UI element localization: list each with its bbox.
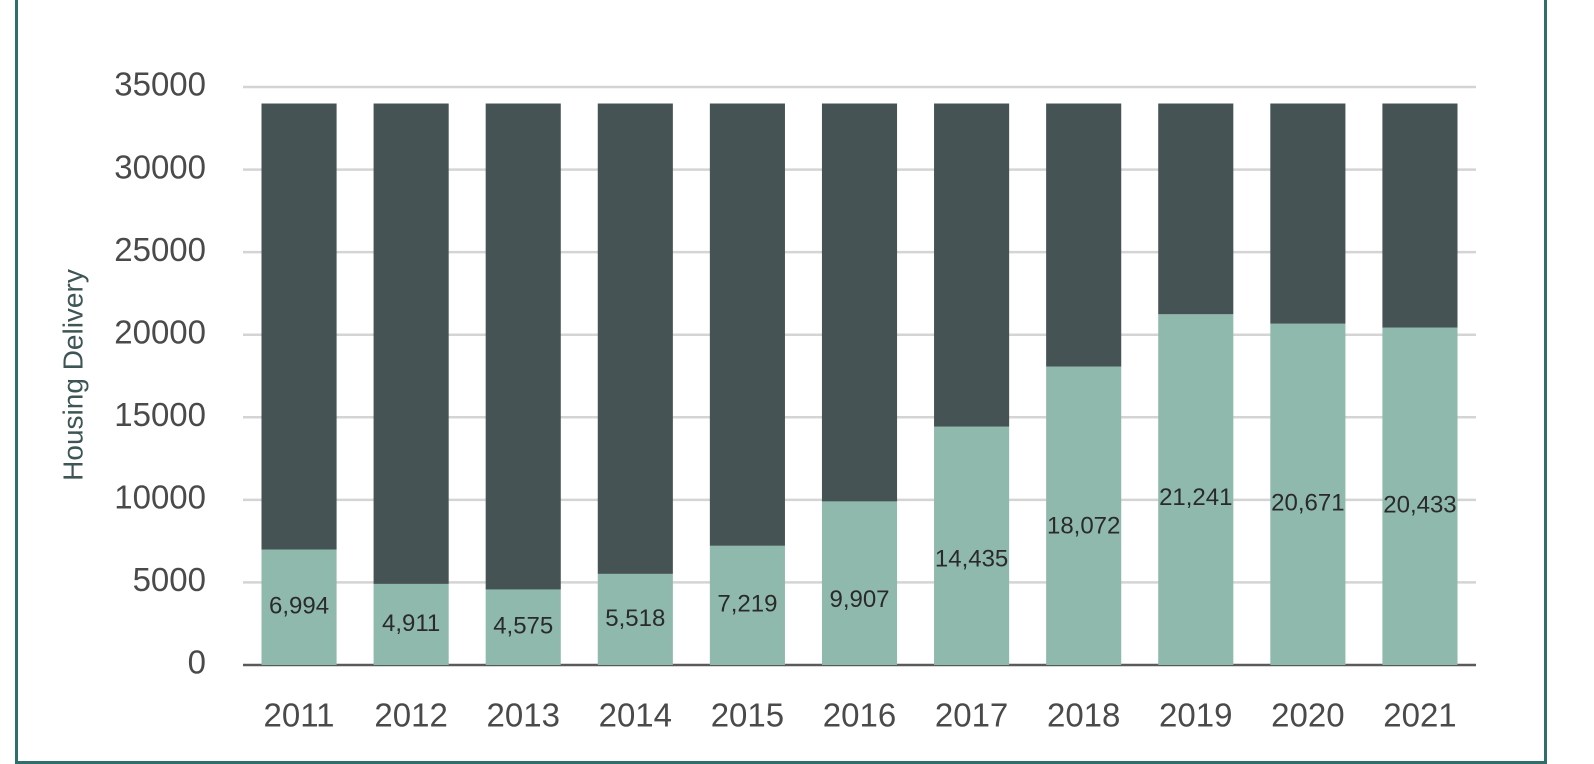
data-label: 5,518 (605, 605, 665, 632)
x-tick-label: 2017 (935, 697, 1008, 734)
bars (261, 103, 1458, 665)
x-tick-label: 2012 (374, 697, 447, 734)
data-label: 9,907 (829, 586, 889, 613)
x-tick-label: 2020 (1271, 697, 1344, 734)
y-tick-label: 20000 (114, 313, 206, 350)
bar-segment-delivered (485, 589, 561, 665)
bar-segment-delivered (1046, 366, 1122, 665)
bar-segment-delivered (709, 545, 785, 665)
bar-segment-remaining (1158, 103, 1234, 315)
bar-segment-remaining (597, 103, 673, 574)
y-axis-ticks: 0 5000 10000 15000 20000 25000 30000 35000 (114, 66, 206, 681)
bar-segment-remaining (485, 103, 561, 590)
y-tick-label: 25000 (114, 231, 206, 268)
data-labels: 6,994 4,911 4,575 5,518 7,219 9,907 14,435 18,0… (269, 484, 1457, 639)
bar-segment-delivered (1158, 314, 1234, 665)
data-label: 18,072 (1047, 513, 1120, 540)
bar-segment-remaining (261, 103, 337, 550)
bar-segment-delivered (821, 501, 898, 665)
bar-segment-remaining (373, 103, 449, 584)
data-label: 4,911 (382, 610, 440, 637)
y-tick-label: 30000 (114, 148, 206, 185)
bar-segment-delivered (1270, 323, 1346, 665)
y-axis-label: Housing Delivery (57, 269, 88, 481)
bar-segment-remaining (1046, 103, 1122, 367)
x-axis-ticks: 2011 2012 2013 2014 2015 2016 2017 2018 2019 2020… (264, 697, 1457, 734)
bar-segment-remaining (934, 103, 1010, 427)
y-tick-label: 5000 (133, 561, 206, 598)
x-tick-label: 2015 (711, 697, 784, 734)
data-label: 14,435 (935, 545, 1008, 572)
bar-segment-delivered (934, 426, 1010, 665)
data-label: 20,433 (1383, 491, 1456, 518)
bar-segment-delivered (1382, 327, 1458, 665)
y-tick-label: 0 (188, 644, 206, 681)
x-tick-label: 2019 (1159, 697, 1232, 734)
bar-segment-delivered (373, 583, 449, 665)
bar-segment-remaining (709, 103, 785, 546)
bar-segment-remaining (1270, 103, 1346, 324)
x-tick-label: 2014 (599, 697, 672, 734)
data-label: 7,219 (717, 591, 777, 618)
bar-segment-remaining (821, 103, 898, 502)
y-tick-label: 15000 (114, 396, 206, 433)
bar-segment-delivered (261, 549, 337, 665)
x-tick-label: 2011 (264, 697, 335, 734)
y-tick-label: 10000 (114, 479, 206, 516)
x-tick-label: 2021 (1383, 697, 1456, 734)
y-tick-label: 35000 (114, 66, 206, 103)
bar-segment-delivered (597, 573, 673, 665)
data-label: 6,994 (269, 593, 329, 620)
x-tick-label: 2018 (1047, 697, 1120, 734)
x-tick-label: 2016 (823, 697, 896, 734)
data-label: 20,671 (1271, 489, 1344, 516)
data-label: 4,575 (493, 613, 553, 640)
x-tick-label: 2013 (487, 697, 560, 734)
data-label: 21,241 (1159, 484, 1232, 511)
bar-segment-remaining (1382, 103, 1458, 328)
